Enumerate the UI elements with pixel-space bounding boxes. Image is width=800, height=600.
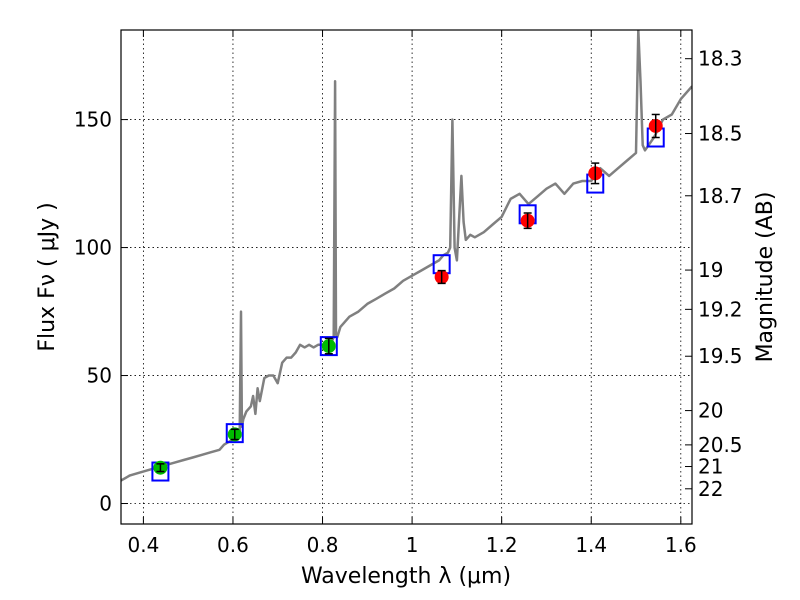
x-tick-label: 0.6 [217,533,249,557]
y2-tick-label: 21 [698,455,723,479]
y-tick-label: 150 [74,108,112,132]
data-series [121,30,692,482]
y-tick-label: 50 [87,364,112,388]
y-axis-label: Flux Fν ( μJy ) [35,202,60,351]
y2-tick-label: 19.2 [698,297,743,321]
model-square-marker [225,423,244,444]
plot-frame [120,29,693,525]
plot-background [121,30,692,524]
x-tick-label: 1 [406,533,419,557]
y2-tick-label: 18.7 [698,184,743,208]
y2-tick-label: 20.5 [698,433,743,457]
y2-tick-label: 19.5 [698,344,743,368]
model-square-marker [319,336,338,357]
x-axis-label: Wavelength λ (μm) [301,564,511,589]
grid-lines [121,30,692,524]
x-tick-label: 1.4 [575,533,607,557]
x-tick-label: 1.2 [486,533,518,557]
y-tick-label: 100 [74,236,112,260]
x-tick-label: 1.6 [665,533,697,557]
x-tick-label: 0.8 [307,533,339,557]
axis-ticks: 0.4 0.6 0.8 1 1.2 1.4 1.6 0 50 100 150 18.3 18.5 18.7… [74,30,743,557]
y2-tick-label: 18.5 [698,122,743,146]
x-tick-label: 0.4 [127,533,159,557]
y-tick-label: 0 [99,492,112,516]
y2-tick-label: 22 [698,477,723,501]
y2-tick-label: 20 [698,399,723,423]
y2-tick-label: 19 [698,258,723,282]
y2-axis-label: Magnitude (AB) [753,192,778,363]
y2-tick-label: 18.3 [698,47,743,71]
